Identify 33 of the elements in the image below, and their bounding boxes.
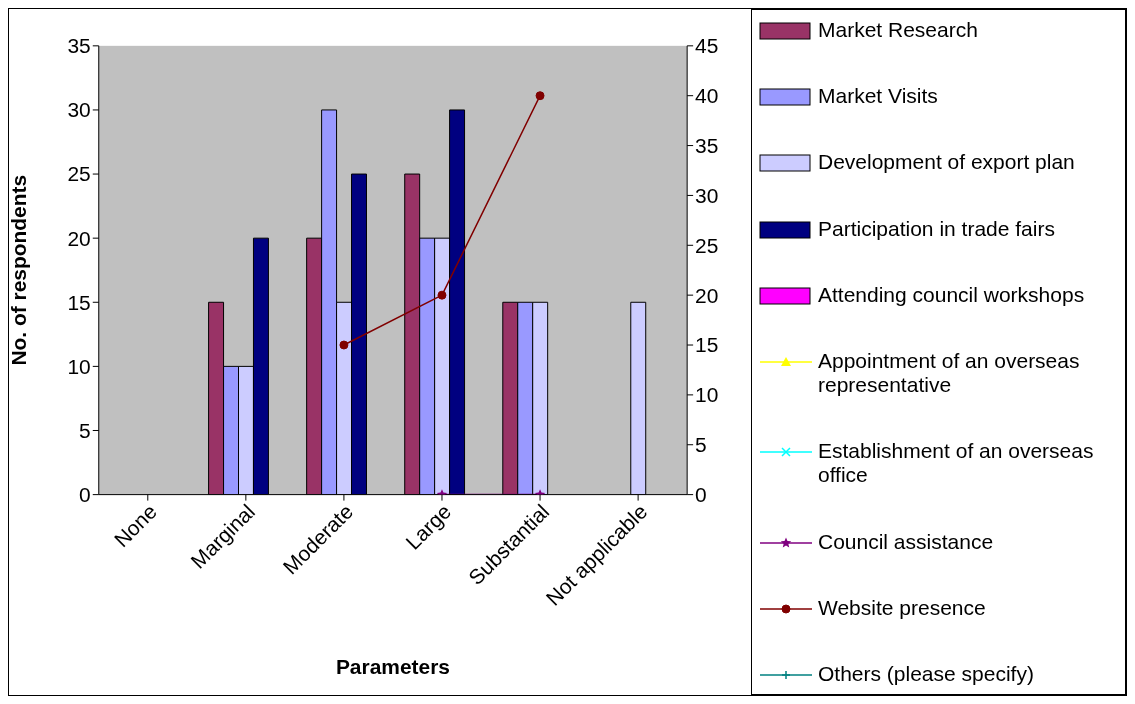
legend-label: Council assistance [817,529,994,554]
y-tick-label: 25 [67,162,91,186]
point [437,290,447,300]
y2-tick-label: 15 [695,333,719,357]
legend-label: Participation in trade fairs [817,216,1055,241]
y-tick-label: 20 [67,226,91,250]
y2-tick-label: 5 [695,433,707,457]
y-tick-label: 15 [67,290,91,314]
point [339,340,349,350]
legend-label: Development of export plan [817,150,1075,175]
y2-tick-label: 10 [695,383,719,407]
y-tick-label: 5 [79,418,91,442]
point [535,91,545,101]
legend-label: Market Research [817,18,978,42]
x-axis-title: Parameters [335,655,450,679]
legend-label: Website presence [817,595,986,620]
y-tick-label: 35 [67,34,91,58]
y-tick-label: 30 [67,98,91,122]
y2-tick-label: 45 [695,34,719,58]
y2-tick-label: 25 [695,233,719,257]
legend-label: Establishment of an overseas office [817,439,1095,488]
y2-tick-label: 40 [695,84,719,108]
legend-label: Appointment of an overseas representative [817,349,1081,398]
legend-label: Attending council workshops [817,282,1085,307]
legend-label: Others (please specify) [817,661,1034,686]
legend-label: Market Visits [817,84,938,109]
y-tick-label: 10 [67,354,91,378]
y2-tick-label: 0 [695,483,707,507]
y2-tick-label: 30 [695,183,719,207]
y2-tick-label: 20 [695,283,719,307]
y-tick-label: 0 [79,483,91,507]
y2-tick-label: 35 [695,134,719,157]
y-axis-title: No. of respondents [7,174,31,366]
